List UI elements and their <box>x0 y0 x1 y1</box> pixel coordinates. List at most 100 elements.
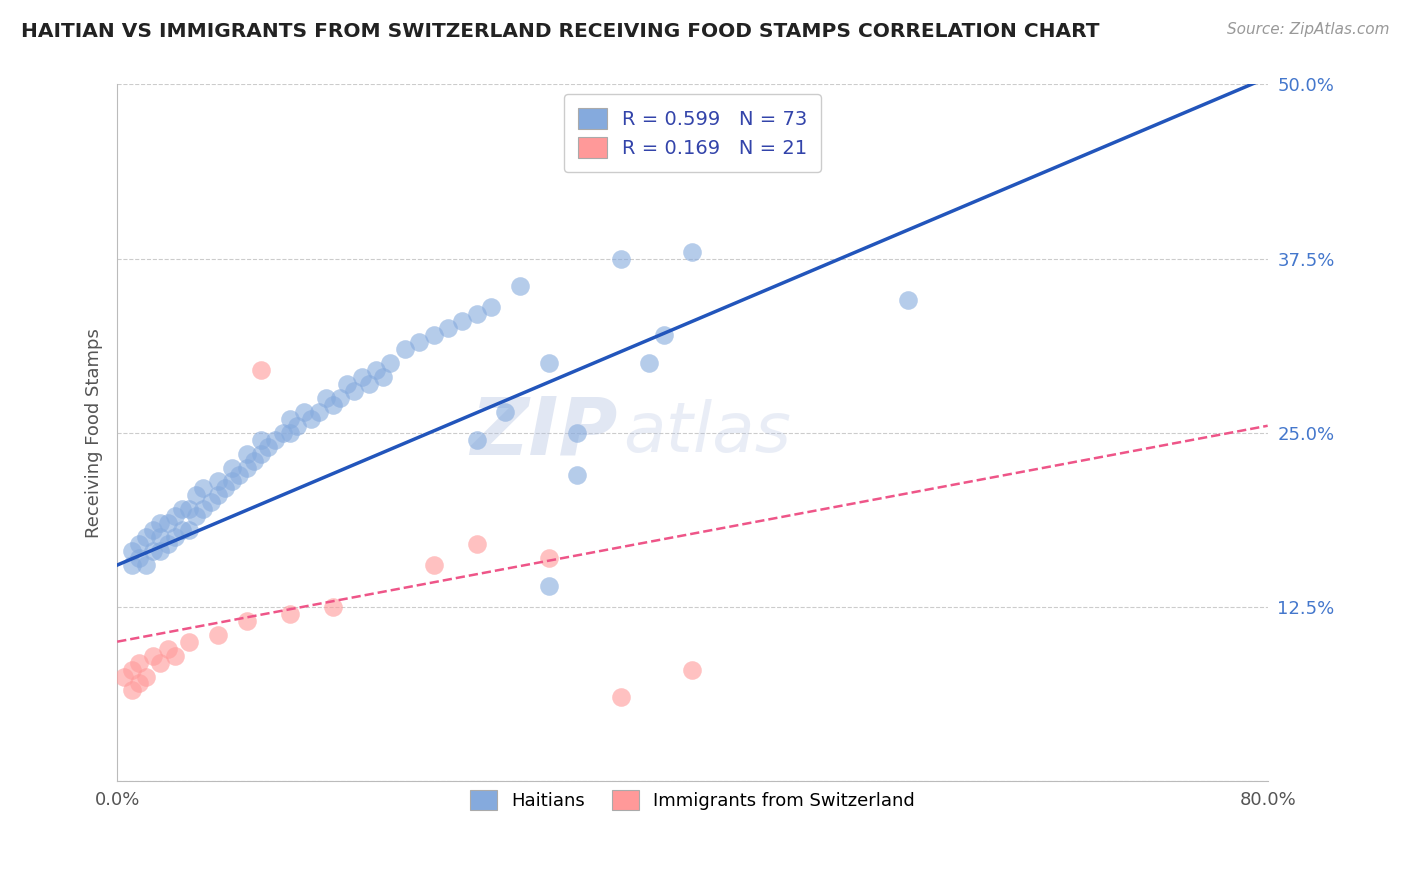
Point <box>422 328 444 343</box>
Point <box>451 314 474 328</box>
Point <box>121 663 143 677</box>
Point <box>609 690 631 705</box>
Point <box>364 363 387 377</box>
Point <box>479 301 502 315</box>
Point <box>897 293 920 308</box>
Point <box>278 425 301 440</box>
Point <box>285 418 308 433</box>
Point <box>177 502 200 516</box>
Point <box>170 523 193 537</box>
Point <box>315 391 337 405</box>
Point <box>186 488 208 502</box>
Point <box>149 544 172 558</box>
Point <box>214 482 236 496</box>
Point <box>465 537 488 551</box>
Point <box>567 467 589 482</box>
Point <box>128 676 150 690</box>
Point <box>149 516 172 531</box>
Point <box>163 648 186 663</box>
Point <box>221 475 243 489</box>
Point <box>437 321 460 335</box>
Point <box>128 656 150 670</box>
Legend: Haitians, Immigrants from Switzerland: Haitians, Immigrants from Switzerland <box>456 775 929 824</box>
Point <box>394 342 416 356</box>
Point <box>681 244 703 259</box>
Point <box>170 502 193 516</box>
Point <box>537 579 560 593</box>
Point <box>163 509 186 524</box>
Point <box>422 558 444 572</box>
Point <box>112 669 135 683</box>
Point <box>121 544 143 558</box>
Point <box>322 599 344 614</box>
Point <box>638 356 661 370</box>
Point <box>408 335 430 350</box>
Point <box>207 475 229 489</box>
Point <box>509 279 531 293</box>
Text: atlas: atlas <box>623 400 792 467</box>
Point <box>207 628 229 642</box>
Text: HAITIAN VS IMMIGRANTS FROM SWITZERLAND RECEIVING FOOD STAMPS CORRELATION CHART: HAITIAN VS IMMIGRANTS FROM SWITZERLAND R… <box>21 22 1099 41</box>
Point <box>336 376 359 391</box>
Point <box>250 447 273 461</box>
Point <box>537 356 560 370</box>
Point <box>465 433 488 447</box>
Point <box>329 391 352 405</box>
Point <box>343 384 366 398</box>
Point <box>257 440 280 454</box>
Point <box>235 460 257 475</box>
Point <box>177 634 200 648</box>
Text: Source: ZipAtlas.com: Source: ZipAtlas.com <box>1226 22 1389 37</box>
Point <box>193 502 215 516</box>
Point <box>156 537 179 551</box>
Point <box>609 252 631 266</box>
Point <box>128 537 150 551</box>
Point <box>537 551 560 566</box>
Point <box>495 405 517 419</box>
Point <box>292 405 315 419</box>
Point <box>299 411 322 425</box>
Point <box>121 558 143 572</box>
Point <box>156 516 179 531</box>
Point <box>357 376 380 391</box>
Point <box>142 523 165 537</box>
Point <box>221 460 243 475</box>
Point <box>264 433 287 447</box>
Point <box>228 467 250 482</box>
Point <box>243 453 266 467</box>
Point <box>142 648 165 663</box>
Point <box>350 370 373 384</box>
Point <box>163 530 186 544</box>
Point <box>278 411 301 425</box>
Point <box>250 433 273 447</box>
Point <box>567 425 589 440</box>
Point <box>271 425 294 440</box>
Point <box>465 307 488 321</box>
Point <box>142 544 165 558</box>
Text: ZIP: ZIP <box>470 393 617 472</box>
Point <box>322 398 344 412</box>
Point <box>207 488 229 502</box>
Point <box>278 607 301 621</box>
Point <box>156 641 179 656</box>
Point <box>149 530 172 544</box>
Point <box>200 495 222 509</box>
Point <box>135 558 157 572</box>
Point <box>235 614 257 628</box>
Point <box>135 530 157 544</box>
Point <box>177 523 200 537</box>
Point <box>135 669 157 683</box>
Point <box>373 370 395 384</box>
Point <box>652 328 675 343</box>
Point <box>193 482 215 496</box>
Y-axis label: Receiving Food Stamps: Receiving Food Stamps <box>86 327 103 538</box>
Point <box>121 683 143 698</box>
Point <box>250 363 273 377</box>
Point <box>149 656 172 670</box>
Point <box>308 405 330 419</box>
Point <box>186 509 208 524</box>
Point <box>128 551 150 566</box>
Point <box>235 447 257 461</box>
Point <box>681 663 703 677</box>
Point <box>380 356 402 370</box>
